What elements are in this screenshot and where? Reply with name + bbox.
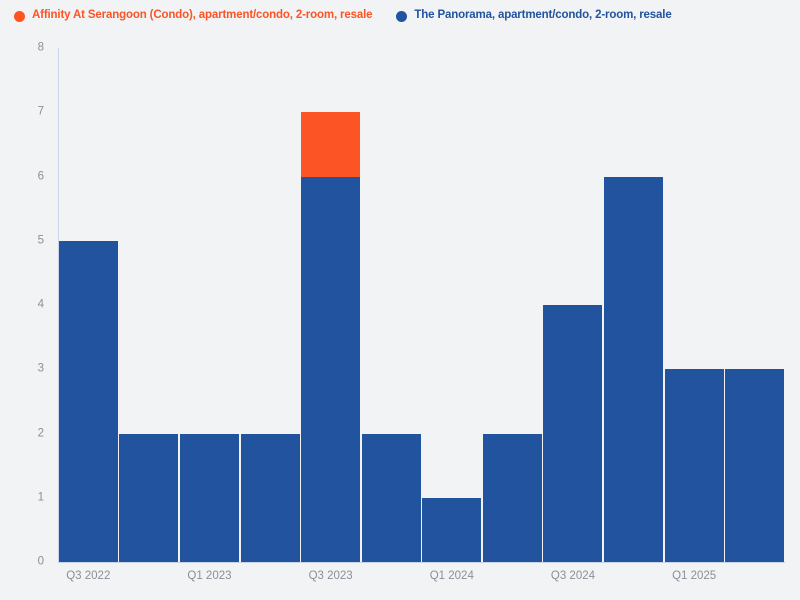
bar-group[interactable] [119,48,179,562]
legend-item-the-panorama[interactable]: The Panorama, apartment/condo, 2-room, r… [396,0,672,32]
bar-segment[interactable] [422,497,482,562]
y-axis-tick-label: 6 [37,169,44,182]
bar-segment[interactable] [725,369,785,562]
plot-area [58,48,785,562]
bar-segment[interactable] [240,433,300,562]
x-axis-tick-labels: Q3 2022 Q1 2023 Q3 2023 Q1 2024 Q3 2024 Q1 20… [58,566,785,596]
y-axis-tick-labels: 8 7 6 5 4 3 2 1 0 [0,0,58,600]
y-axis-tick-label: 8 [37,41,44,54]
y-axis-tick-label: 1 [37,491,44,503]
y-axis-tick-label: 2 [37,426,44,439]
bar-group[interactable] [240,48,300,562]
x-axis-line [58,562,785,563]
x-axis-tick-label: Q3 2022 [66,570,111,582]
bar-group[interactable] [543,48,603,562]
bar-group[interactable] [604,48,664,562]
bar-segment[interactable] [301,176,361,562]
bar-segment[interactable] [179,433,239,562]
bar-segment[interactable] [664,369,724,562]
bar-group[interactable] [482,48,542,562]
x-axis-tick-label: Q1 2025 [672,570,717,582]
y-axis-tick-label: 4 [37,298,44,311]
y-axis-tick-label: 5 [37,234,44,246]
bar-segment[interactable] [119,433,179,562]
legend-label-affinity: Affinity At Serangoon (Condo), apartment… [32,9,373,22]
bar-segment[interactable] [58,240,118,562]
bar-group[interactable] [664,48,724,562]
chart-legend: Affinity At Serangoon (Condo), apartment… [0,0,800,32]
legend-label-panorama: The Panorama, apartment/condo, 2-room, r… [414,9,672,22]
bar-segment[interactable] [361,433,421,562]
bar-segment[interactable] [543,305,603,562]
x-axis-tick-label: Q1 2023 [187,570,232,582]
bar-group[interactable] [361,48,421,562]
x-axis-tick-label: Q1 2024 [429,570,474,582]
bar-group[interactable] [422,48,482,562]
bar-segment[interactable] [482,433,542,562]
x-axis-tick-label: Q3 2023 [308,570,353,582]
bar-group[interactable] [725,48,785,562]
legend-item-affinity-at-serangoon[interactable]: Affinity At Serangoon (Condo), apartment… [14,0,373,32]
bar-series-container [58,48,785,562]
x-axis-tick-label: Q3 2024 [550,570,596,582]
y-axis-tick-label: 3 [37,362,44,375]
bar-segment[interactable] [301,112,361,177]
bar-group[interactable] [58,48,118,562]
legend-marker-icon-panorama [396,10,408,22]
legend-marker-icon-affinity [14,10,25,22]
y-axis-line [58,48,59,563]
bar-group[interactable] [301,48,361,562]
y-axis-tick-label: 7 [37,105,44,118]
bar-segment[interactable] [604,176,664,562]
bar-group[interactable] [179,48,239,562]
y-axis-tick-label: 0 [37,555,44,568]
